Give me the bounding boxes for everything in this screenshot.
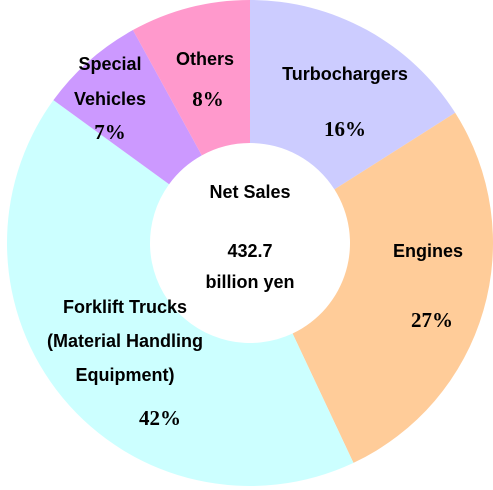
slice (250, 0, 456, 190)
slice-label: Special (78, 54, 141, 74)
value-label: 42% (139, 406, 181, 430)
value-label: 8% (192, 87, 224, 111)
slice-label: Vehicles (74, 89, 146, 109)
slice (292, 112, 493, 463)
slice-label: Equipment) (76, 365, 175, 385)
slice (132, 0, 250, 156)
value-label: 27% (411, 308, 453, 332)
value-label: 7% (94, 120, 126, 144)
slice (53, 30, 202, 185)
center-text: billion yen (205, 272, 294, 292)
slice-label: (Material Handling (47, 331, 203, 351)
value-label: 16% (324, 117, 366, 141)
slice-label: Forklift Trucks (63, 297, 187, 317)
slice-label: Engines (393, 241, 463, 261)
slice (7, 100, 354, 486)
slice-label: Turbochargers (282, 64, 408, 84)
center-text: Net Sales (209, 182, 290, 202)
slice-label: Others (176, 49, 234, 69)
center-text: 432.7 (227, 241, 272, 261)
